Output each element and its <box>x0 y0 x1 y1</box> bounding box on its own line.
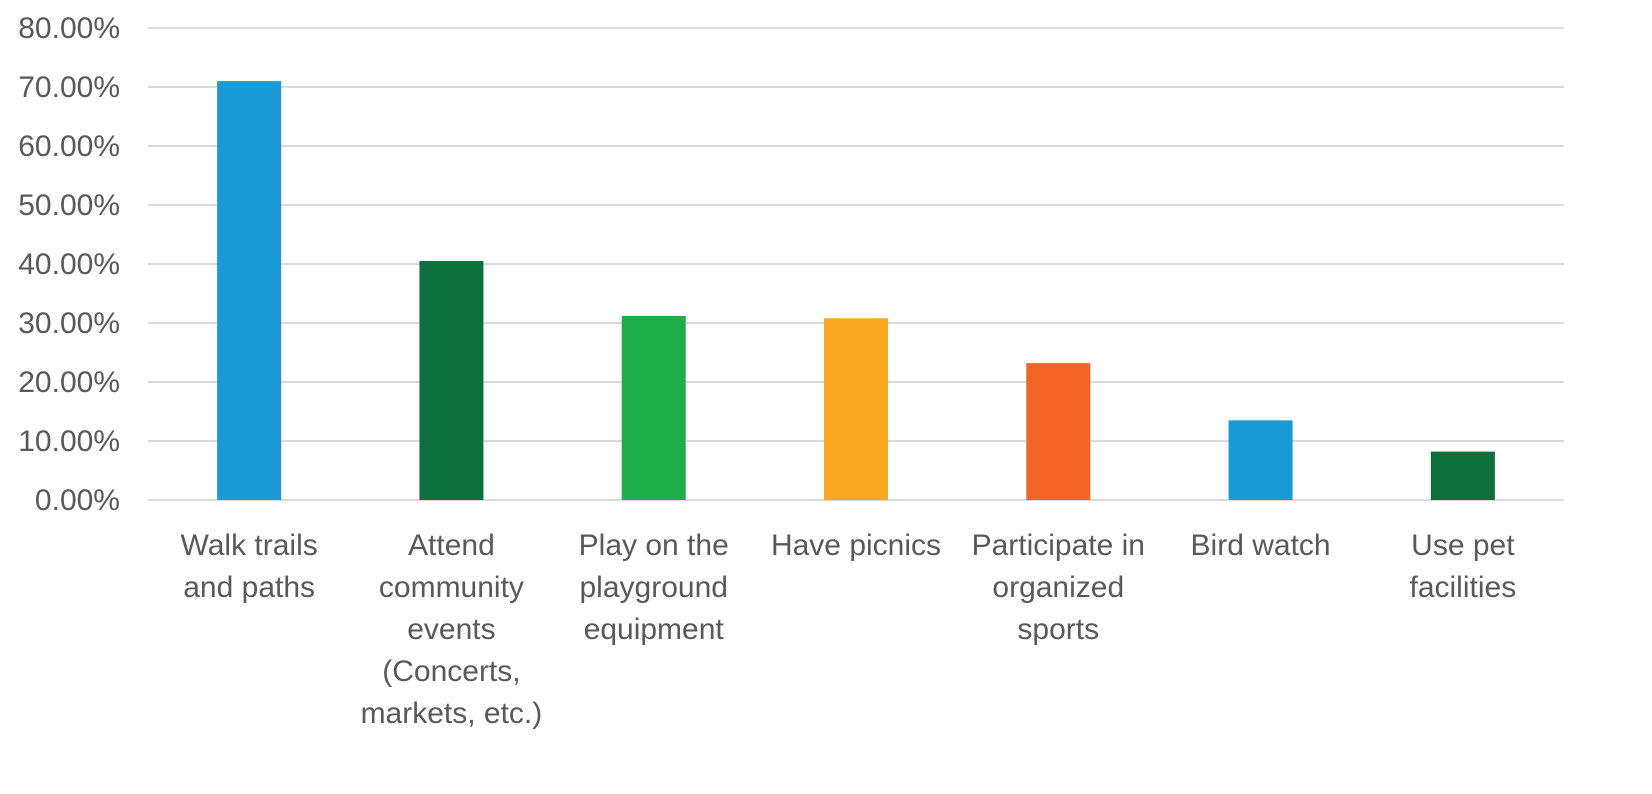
y-tick-label: 80.00% <box>18 12 120 45</box>
y-tick-label: 50.00% <box>18 189 120 222</box>
y-axis: 0.00% 10.00% 20.00% 30.00% 40.00% 50.00% 60.00… <box>18 12 120 517</box>
gridlines <box>148 27 1564 501</box>
y-tick-label: 60.00% <box>18 130 120 163</box>
bar <box>1026 363 1091 500</box>
y-tick-label: 40.00% <box>18 248 120 281</box>
bar <box>824 318 888 500</box>
bar <box>1430 451 1495 500</box>
bar <box>621 315 686 500</box>
x-category-label: Attend community events (Concerts, markets, … <box>361 529 543 730</box>
x-category-label: Play on the playground equipment <box>579 529 729 646</box>
y-tick-label: 30.00% <box>18 307 120 340</box>
bar <box>1228 420 1293 500</box>
x-axis: Walk trails and paths Attend community event… <box>181 529 1517 730</box>
bar <box>419 261 484 500</box>
x-category-label: Have picnics <box>771 529 941 562</box>
bar <box>217 81 282 500</box>
y-tick-label: 70.00% <box>18 71 120 104</box>
x-category-label: Walk trails and paths <box>181 529 318 604</box>
y-tick-label: 20.00% <box>18 366 120 399</box>
x-category-label: Use pet facilities <box>1410 529 1517 604</box>
x-category-label: Participate in organized sports <box>972 529 1145 646</box>
y-tick-label: 10.00% <box>18 425 120 458</box>
y-tick-label: 0.00% <box>35 484 120 517</box>
bars <box>217 81 1495 500</box>
x-category-label: Bird watch <box>1191 529 1331 562</box>
